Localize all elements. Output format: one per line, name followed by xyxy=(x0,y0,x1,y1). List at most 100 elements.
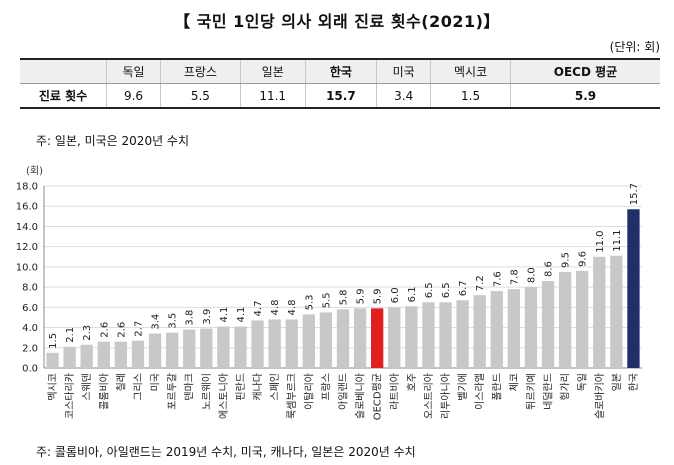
x-tick-label: 룩셈부르크 xyxy=(286,373,298,419)
x-tick-label: 에스토니아 xyxy=(218,373,230,419)
unit-label: (단위: 회) xyxy=(609,40,660,54)
bar xyxy=(336,309,350,368)
bar xyxy=(131,340,145,368)
data-label: 11.0 xyxy=(595,231,606,253)
y-tick-label: 8.0 xyxy=(22,283,38,294)
bar xyxy=(97,341,110,368)
y-tick-label: 2.0 xyxy=(22,343,38,354)
x-tick-label: 한국 xyxy=(628,373,640,391)
bar xyxy=(422,302,435,368)
summary-row-label: 진료 횟수 xyxy=(20,83,107,109)
y-tick-label: 4.0 xyxy=(22,323,38,334)
x-tick-label: 스페인 xyxy=(269,373,281,401)
summary-col-usa: 미국 xyxy=(376,58,431,84)
data-label: 4.8 xyxy=(270,300,281,316)
x-tick-label: 스웨덴 xyxy=(81,373,93,401)
data-label: 4.1 xyxy=(219,307,230,323)
data-label: 8.0 xyxy=(526,267,537,283)
x-tick-label: 벨기에 xyxy=(457,373,469,401)
bar xyxy=(576,270,589,368)
x-tick-label: 캐나다 xyxy=(252,373,264,401)
x-tick-label: 튀르키예 xyxy=(525,373,537,410)
summary-col-japan: 일본 xyxy=(239,58,306,84)
data-label: 8.6 xyxy=(544,261,555,277)
data-label: 5.9 xyxy=(373,288,384,304)
data-label: 4.8 xyxy=(287,300,298,316)
bar xyxy=(46,352,59,368)
x-tick-label: 그리스 xyxy=(132,373,144,401)
x-tick-label: 노르웨이 xyxy=(201,373,213,410)
summary-col-france: 프랑스 xyxy=(160,58,241,84)
x-tick-label: 독일 xyxy=(577,373,589,391)
summary-val-korea: 15.7 xyxy=(304,83,377,109)
data-label: 3.8 xyxy=(185,310,196,326)
x-tick-label: 체코 xyxy=(508,373,520,391)
x-tick-label: 포르투갈 xyxy=(166,373,179,410)
y-tick-label: 12.0 xyxy=(16,242,38,253)
bar xyxy=(439,302,452,368)
data-label: 6.0 xyxy=(390,287,401,303)
summary-val-usa: 3.4 xyxy=(376,83,431,109)
bar xyxy=(80,344,93,368)
data-label: 2.1 xyxy=(65,327,76,343)
data-label: 7.8 xyxy=(509,269,520,285)
data-label: 4.7 xyxy=(253,301,264,317)
data-label: 2.6 xyxy=(99,322,110,338)
x-tick-label: 이탈리아 xyxy=(302,373,315,410)
y-axis-label: (회) xyxy=(26,165,43,177)
y-tick-label: 10.0 xyxy=(16,262,38,273)
bar xyxy=(627,209,640,368)
data-label: 5.5 xyxy=(321,292,332,308)
data-label: 2.3 xyxy=(82,325,93,341)
x-tick-label: 멕시코 xyxy=(47,373,59,401)
bar xyxy=(541,281,555,368)
bar xyxy=(490,291,503,368)
summary-corner-cell xyxy=(20,58,107,84)
bar xyxy=(302,314,315,368)
bar xyxy=(558,271,572,368)
data-label: 2.7 xyxy=(133,321,144,337)
x-tick-label: 슬로바키아 xyxy=(594,373,606,419)
x-tick-label: 핀란드 xyxy=(235,373,247,401)
data-label: 4.1 xyxy=(236,307,247,323)
y-tick-label: 6.0 xyxy=(22,303,38,314)
bar xyxy=(507,289,521,368)
data-label: 6.5 xyxy=(424,282,435,298)
data-label: 5.9 xyxy=(356,288,367,304)
x-tick-label: 오스트리아 xyxy=(423,373,435,419)
summary-table: 독일 프랑스 일본 한국 미국 멕시코 OECD 평균 진료 횟수 9.6 5.… xyxy=(20,58,660,109)
x-tick-label: 코스타리카 xyxy=(64,373,76,419)
data-label: 6.7 xyxy=(458,280,469,296)
bar xyxy=(165,332,179,368)
data-label: 3.5 xyxy=(168,313,179,329)
bar xyxy=(217,326,230,368)
data-label: 6.1 xyxy=(407,286,418,302)
bar xyxy=(268,319,281,368)
x-tick-label: 콜롬비아 xyxy=(98,373,110,410)
summary-col-germany: 독일 xyxy=(106,58,161,84)
x-tick-label: OECD평균 xyxy=(372,373,384,420)
bar xyxy=(148,333,162,368)
x-tick-label: 헝가리 xyxy=(560,373,572,401)
bar xyxy=(63,346,76,368)
summary-val-france: 5.5 xyxy=(160,83,241,109)
summary-header-row: 독일 프랑스 일본 한국 미국 멕시코 OECD 평균 xyxy=(20,58,660,84)
summary-value-row: 진료 횟수 9.6 5.5 11.1 15.7 3.4 1.5 5.9 xyxy=(20,83,660,109)
bar xyxy=(473,295,486,368)
summary-col-korea: 한국 xyxy=(304,58,377,84)
chart-title: 【 국민 1인당 의사 외래 진료 횟수(2021)】 xyxy=(174,12,500,31)
bar xyxy=(388,307,401,368)
bar xyxy=(405,306,418,368)
bar xyxy=(251,320,264,368)
bar xyxy=(593,256,606,368)
summary-val-mexico: 1.5 xyxy=(430,83,511,109)
data-label: 3.4 xyxy=(151,314,162,330)
x-tick-label: 폴란드 xyxy=(491,373,503,401)
note-top: 주: 일본, 미국은 2020년 수치 xyxy=(36,134,190,148)
summary-val-japan: 11.1 xyxy=(239,83,306,109)
x-tick-label: 이스라엘 xyxy=(473,373,486,410)
bar xyxy=(200,328,213,368)
x-tick-label: 네덜란드 xyxy=(543,373,555,410)
x-tick-label: 리투아니아 xyxy=(440,373,452,419)
data-label: 7.6 xyxy=(492,271,503,287)
